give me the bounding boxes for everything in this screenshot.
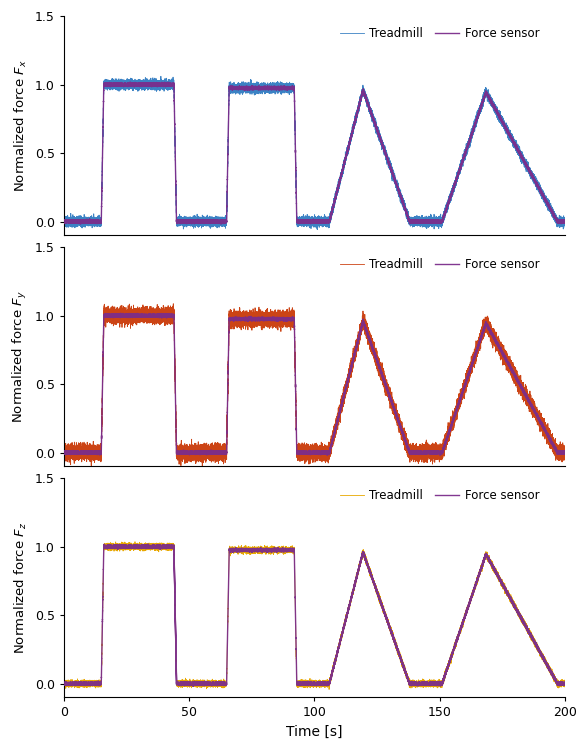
Treadmill [314,225,321,234]
Treadmill [252,313,259,322]
Y-axis label: Normalized force $F_z$: Normalized force $F_z$ [13,522,29,654]
Force sensor [198,679,205,688]
Force sensor [186,218,193,227]
Line: Treadmill: Treadmill [64,542,565,689]
Force sensor [218,220,225,229]
Force sensor [562,448,569,458]
Force sensor [117,309,124,318]
Line: Treadmill: Treadmill [64,304,565,468]
Force sensor [198,448,205,457]
Force sensor [60,217,67,226]
Force sensor [186,448,193,458]
Force sensor [145,539,152,548]
Treadmill [562,678,569,687]
Treadmill [198,214,205,223]
Treadmill [502,122,509,130]
Treadmill [199,464,206,472]
Line: Force sensor: Force sensor [64,544,565,686]
Treadmill [132,537,139,546]
Treadmill [158,72,165,81]
Treadmill [562,216,569,225]
Force sensor [562,680,569,688]
Treadmill [485,320,492,328]
Treadmill [60,680,67,688]
Treadmill [198,679,205,688]
Force sensor [60,447,67,456]
Force sensor [198,216,205,225]
Legend: Treadmill, Force sensor: Treadmill, Force sensor [335,22,544,44]
Force sensor [186,679,193,688]
Force sensor [480,557,487,566]
Treadmill [326,685,333,694]
Force sensor [562,217,569,226]
Force sensor [252,315,259,324]
Force sensor [324,451,331,460]
Force sensor [485,324,492,333]
Force sensor [485,91,492,100]
Legend: Treadmill, Force sensor: Treadmill, Force sensor [335,253,544,275]
Treadmill [485,554,492,562]
Treadmill [252,83,259,92]
Force sensor [252,547,259,556]
Force sensor [502,124,509,133]
Line: Treadmill: Treadmill [64,76,565,230]
X-axis label: Time [s]: Time [s] [286,725,343,739]
Treadmill [480,99,487,108]
Force sensor [480,326,487,334]
Treadmill [562,444,569,453]
Treadmill [502,356,509,364]
Treadmill [502,586,509,596]
Force sensor [485,554,492,563]
Treadmill [60,214,67,223]
Treadmill [186,680,193,688]
Force sensor [252,83,259,92]
Force sensor [502,355,509,364]
Force sensor [60,679,67,688]
Treadmill [252,546,259,555]
Force sensor [126,78,133,87]
Treadmill [186,451,193,460]
Legend: Treadmill, Force sensor: Treadmill, Force sensor [335,484,544,506]
Treadmill [170,299,177,308]
Treadmill [485,94,492,104]
Treadmill [480,559,487,568]
Treadmill [60,448,67,457]
Force sensor [480,97,487,106]
Treadmill [198,458,205,466]
Force sensor [189,682,196,691]
Treadmill [480,328,487,338]
Line: Force sensor: Force sensor [64,82,565,224]
Force sensor [502,585,509,594]
Line: Force sensor: Force sensor [64,314,565,455]
Y-axis label: Normalized force $F_y$: Normalized force $F_y$ [11,290,29,423]
Y-axis label: Normalized force $F_x$: Normalized force $F_x$ [13,59,29,192]
Treadmill [186,218,193,227]
